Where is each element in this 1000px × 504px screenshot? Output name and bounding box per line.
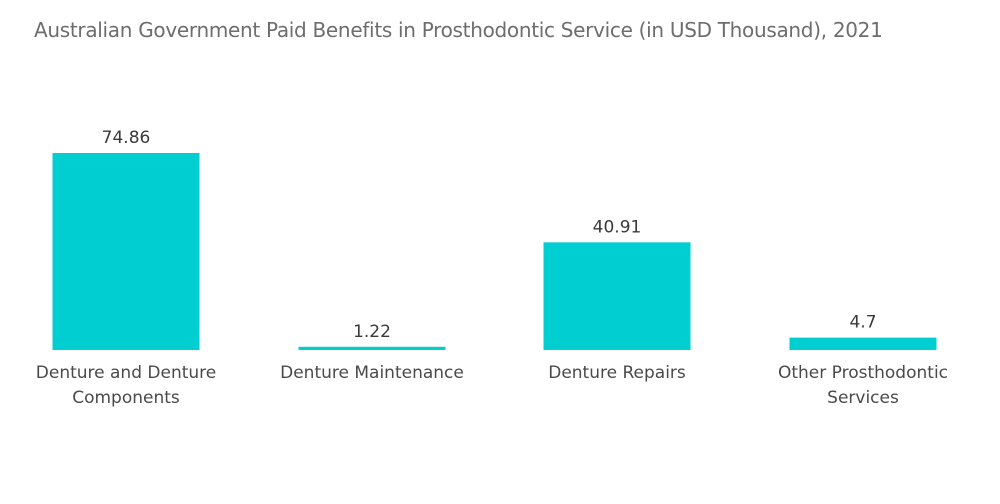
bar-3 xyxy=(789,337,937,350)
value-label-1: 1.22 xyxy=(353,322,391,342)
bar-1 xyxy=(298,346,446,350)
category-label-3: Other Prosthodontic Services xyxy=(778,363,948,408)
value-label-3: 4.7 xyxy=(849,313,876,333)
category-label-2: Denture Repairs xyxy=(548,363,686,383)
category-label-1: Denture Maintenance xyxy=(280,363,464,383)
bar-0 xyxy=(52,153,200,350)
bars-layer xyxy=(52,153,937,350)
chart-title: Australian Government Paid Benefits in P… xyxy=(34,18,883,42)
bar-2 xyxy=(543,242,691,350)
value-label-0: 74.86 xyxy=(102,128,151,148)
category-label-0: Denture and Denture Components xyxy=(36,363,216,408)
value-label-2: 40.91 xyxy=(593,217,642,237)
labels-layer: 74.86 Denture and Denture Components 1.22 De… xyxy=(36,128,948,408)
